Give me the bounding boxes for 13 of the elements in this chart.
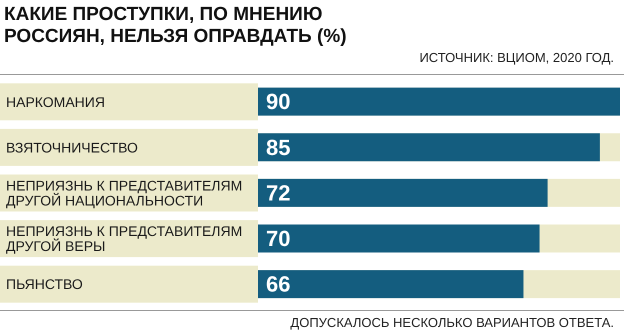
data-label: 70 — [266, 226, 290, 251]
y-tick-label: ВЗЯТОЧНИЧЕСТВО — [6, 139, 138, 156]
data-label: 66 — [266, 272, 290, 297]
y-tick-label: НАРКОМАНИЯ — [6, 94, 105, 110]
data-label: 72 — [266, 180, 290, 206]
y-tick-label: НЕПРИЯЗНЬ К ПРЕДСТАВИТЕЛЯМ ДРУГОЙ НАЦИОНАЛЬНОСТИ — [6, 178, 242, 208]
data-label: 85 — [266, 134, 290, 160]
chart-title: КАКИЕ ПРОСТУПКИ, ПО МНЕНИЮ РОССИЯН, НЕЛЬЗЯ ОПРАВДАТЬ (%) — [4, 4, 348, 48]
y-tick-label: НЕПРИЯЗНЬ К ПРЕДСТАВИТЕЛЯМ ДРУГОЙ ВЕРЫ — [6, 223, 242, 254]
y-tick-label: ПЬЯНСТВО — [6, 276, 83, 292]
data-label: 90 — [266, 89, 290, 114]
text: ДОПУСКАЛОСЬ НЕСКОЛЬКО ВАРИАНТОВ ОТВЕТА. — [290, 315, 614, 330]
chart-subtitle: ИСТОЧНИК: ВЦИОМ, 2020 ГОД. — [419, 50, 614, 65]
